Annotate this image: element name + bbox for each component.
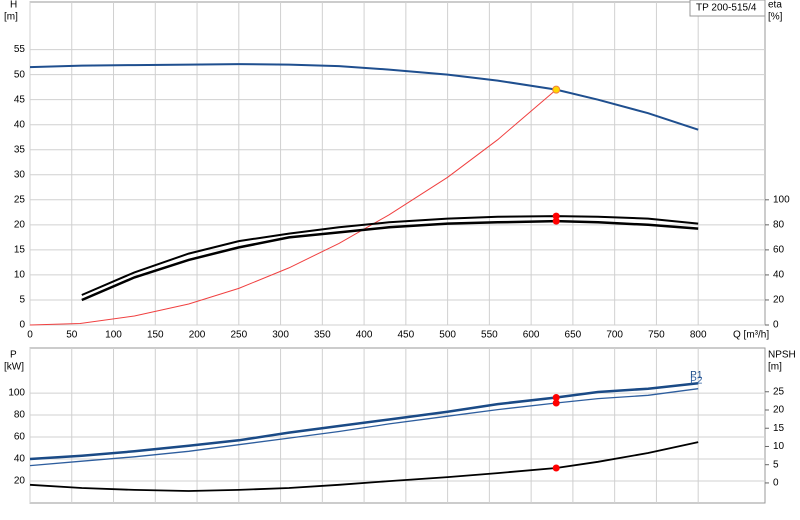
y2-tick-label: 100 [773, 194, 790, 205]
y-axis-label: P [10, 350, 17, 361]
y-tick-label: 20 [14, 219, 26, 230]
y-tick-label: 0 [19, 320, 25, 331]
y-tick-label: 40 [14, 454, 26, 465]
y-tick-label: 5 [19, 295, 25, 306]
y2-tick-label: 5 [773, 459, 779, 470]
x-tick-label: 800 [690, 330, 707, 341]
annotation-box [689, 0, 766, 17]
y-tick-label: 80 [14, 410, 26, 421]
x-tick-label: 0 [27, 330, 33, 341]
curve-label: P1 [690, 370, 703, 381]
curve [29, 388, 699, 467]
duty-point [552, 212, 560, 220]
curve [29, 441, 699, 492]
duty-point [552, 85, 561, 94]
y-tick-label: 50 [14, 69, 26, 80]
y-axis-label: H [10, 0, 17, 11]
duty-point [552, 217, 560, 225]
y2-axis-label: eta [768, 0, 782, 11]
x-tick-label: 250 [230, 330, 247, 341]
y-tick-label: 100 [8, 388, 25, 399]
y-tick-label: 55 [14, 44, 26, 55]
y2-tick-label: 40 [773, 270, 785, 281]
y-tick-label: 15 [14, 245, 26, 256]
y2-tick-label: 0 [773, 320, 779, 331]
y-tick-label: 25 [14, 194, 26, 205]
x-tick-label: 600 [523, 330, 540, 341]
curve [81, 219, 699, 302]
x-tick-label: 400 [356, 330, 373, 341]
annotation: TP 200-515/4 [696, 3, 757, 14]
y-tick-label: 60 [14, 432, 26, 443]
duty-point [552, 393, 560, 401]
x-tick-label: 50 [66, 330, 78, 341]
duty-point [552, 464, 560, 472]
x-tick-label: 700 [606, 330, 623, 341]
y2-axis-label: NPSH [768, 350, 796, 361]
plot-area [29, 347, 766, 504]
y-tick-label: 10 [14, 270, 26, 281]
x-tick-label: 350 [314, 330, 331, 341]
y-axis-unit: [kW] [4, 362, 24, 373]
y2-tick-label: 20 [773, 295, 785, 306]
x-tick-label: 100 [105, 330, 122, 341]
x-tick-label: 650 [565, 330, 582, 341]
y2-tick-label: 60 [773, 245, 785, 256]
x-tick-label: 450 [398, 330, 415, 341]
y2-tick-label: 10 [773, 441, 785, 452]
y-axis-unit: [m] [4, 12, 18, 23]
y2-tick-label: 80 [773, 219, 785, 230]
x-tick-label: 200 [189, 330, 206, 341]
y2-tick-label: 0 [773, 478, 779, 489]
curve [81, 215, 699, 296]
x-tick-label: 750 [648, 330, 665, 341]
curve [29, 381, 699, 461]
y2-axis-unit: [%] [768, 12, 783, 23]
curve [29, 63, 699, 131]
x-tick-label: 550 [481, 330, 498, 341]
x-tick-label: 500 [439, 330, 456, 341]
y2-tick-label: 20 [773, 405, 785, 416]
y-tick-label: 45 [14, 94, 26, 105]
x-tick-label: 150 [147, 330, 164, 341]
x-axis-label: Q [m³/h] [733, 330, 769, 341]
curve [29, 89, 557, 326]
y2-tick-label: 15 [773, 423, 785, 434]
y-tick-label: 20 [14, 476, 26, 487]
y-tick-label: 35 [14, 144, 26, 155]
curve-label: P2 [690, 375, 703, 386]
y2-tick-label: 25 [773, 386, 785, 397]
duty-point [552, 399, 560, 407]
y-tick-label: 30 [14, 169, 26, 180]
y-tick-label: 40 [14, 119, 26, 130]
y2-axis-unit: [m] [768, 362, 782, 373]
x-tick-label: 300 [272, 330, 289, 341]
